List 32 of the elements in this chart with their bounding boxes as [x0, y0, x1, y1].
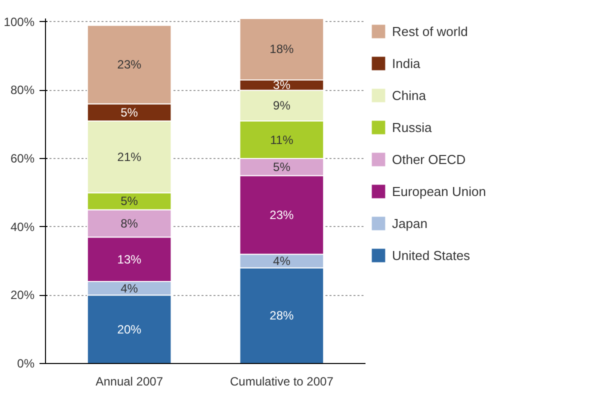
text: 5% [273, 160, 290, 174]
text: 4% [273, 254, 290, 268]
text: 3% [273, 78, 290, 92]
text: 11% [270, 132, 294, 147]
text: 9% [273, 98, 290, 113]
text: 13% [117, 252, 142, 266]
text: 18% [270, 42, 294, 56]
text: 23% [270, 208, 294, 222]
legend-label: United States [392, 248, 470, 262]
text: 21% [117, 150, 142, 164]
text: 8% [120, 216, 138, 230]
y-tick-label: 20% [10, 288, 35, 302]
legend-label: India [392, 56, 420, 70]
y-tick-label: 60% [10, 152, 35, 166]
y-tick-label: 100% [4, 14, 35, 29]
y-tick-label: 80% [10, 83, 35, 98]
text: 4% [120, 281, 138, 296]
text: 20% [117, 322, 142, 336]
legend-label: Japan [392, 216, 428, 230]
text: 5% [120, 194, 138, 208]
text: 23% [117, 58, 142, 72]
y-tick-label: 0% [17, 356, 35, 370]
text: 28% [270, 308, 294, 323]
legend-label: China [392, 88, 426, 102]
legend-label: European Union [392, 184, 486, 198]
x-tick-label: Annual 2007 [96, 374, 164, 388]
x-tick-label: Cumulative to 2007 [230, 374, 334, 388]
y-tick-label: 40% [10, 220, 35, 234]
legend-label: Rest of world [392, 24, 468, 38]
legend-label: Russia [392, 120, 432, 134]
text: 5% [120, 105, 138, 120]
legend-label: Other OECD [392, 152, 466, 166]
